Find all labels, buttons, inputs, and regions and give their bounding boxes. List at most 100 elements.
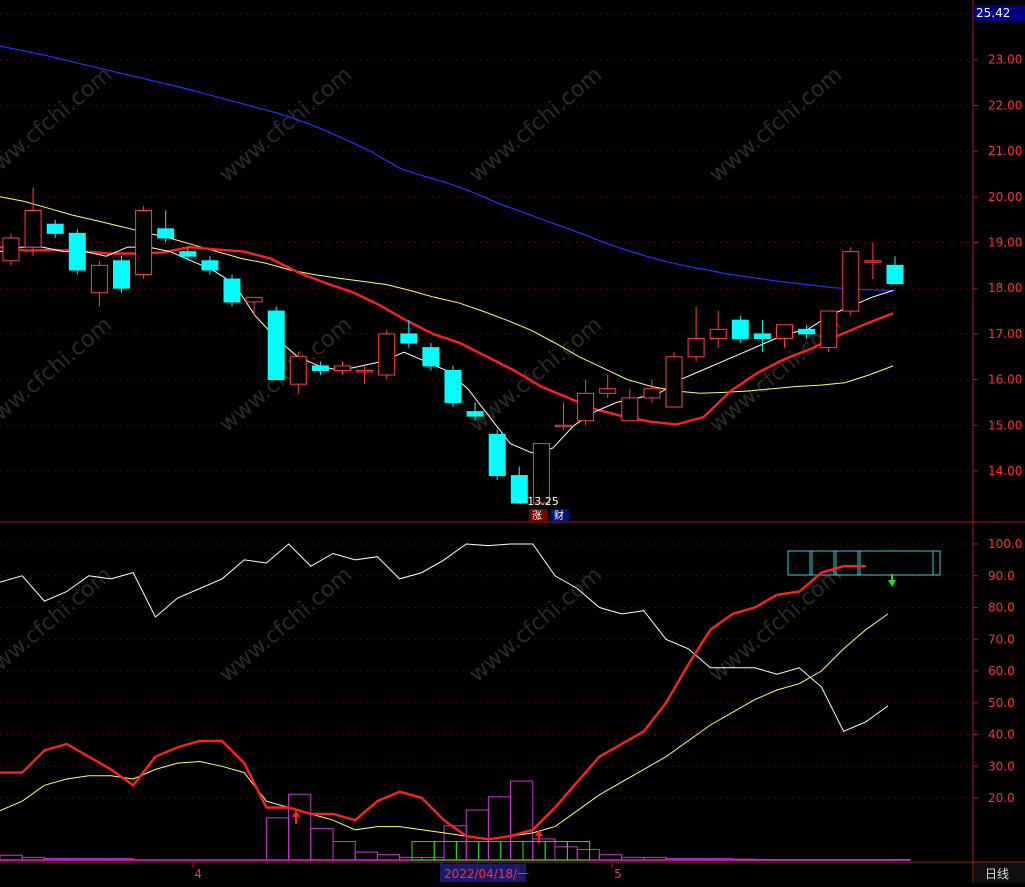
histogram-bar [288,793,312,861]
candle[interactable] [466,402,484,421]
candle[interactable] [444,365,462,408]
candle[interactable] [776,324,793,348]
top-price-box [973,5,1025,21]
candle[interactable] [864,242,882,280]
candle[interactable] [731,315,749,344]
indicator-tick-label: 40.0 [988,728,1015,742]
candle[interactable] [223,274,241,307]
candle-body [245,296,263,303]
candle-body [334,365,351,371]
candle-body [776,324,793,339]
watermark-text: www.cfchi.com [0,312,117,437]
histogram-green-bar [500,841,524,861]
candle[interactable] [400,320,418,348]
indicator-yellow-line [0,613,889,840]
candle-body [599,388,617,394]
histogram-bar [265,817,290,861]
candle[interactable] [135,205,153,280]
candle-body [135,210,153,275]
candle-body [2,237,20,262]
candle[interactable] [157,210,175,243]
candle[interactable] [356,365,374,385]
candle-body [842,251,860,312]
candle[interactable] [665,352,683,408]
candle[interactable] [621,388,639,422]
candle[interactable] [532,443,550,506]
indicator-tick-label: 100.0 [988,537,1022,551]
badge-cai: 财 [554,509,564,522]
buy-signal-arrow [292,810,300,824]
candle-body [643,388,661,399]
candle-body [510,475,528,504]
candle[interactable] [709,311,727,348]
price-tick-label: 22.00 [988,98,1022,112]
top-price-label: 25.42 [976,6,1010,20]
candle[interactable] [334,361,351,376]
histogram-bar [332,841,356,861]
candle-body [820,310,838,349]
candle-body [90,264,108,294]
candle[interactable] [113,256,130,293]
candle-body [687,337,705,358]
indicator-tick-label: 90.0 [988,569,1015,583]
histogram-bar [576,848,600,861]
candlesticks[interactable] [2,187,904,506]
candle[interactable] [267,306,285,381]
candle[interactable] [24,187,42,257]
signal-box-cell [859,550,941,576]
buy-signal-arrow [535,829,543,843]
candle-body [400,333,418,344]
candle[interactable] [510,466,528,504]
candle[interactable] [201,256,219,275]
candle[interactable] [820,310,838,353]
candle[interactable] [753,320,771,353]
price-tick-label: 15.00 [988,418,1022,432]
candle[interactable] [842,247,860,316]
candle[interactable] [245,296,263,316]
candle[interactable] [886,256,904,285]
candle[interactable] [90,260,108,307]
histogram-bar [443,825,467,861]
ma-yellow-line [0,196,894,394]
histogram-green-bar [544,841,568,861]
candle[interactable] [599,375,617,398]
indicator-tick-label: 30.0 [988,759,1015,773]
candle[interactable] [687,306,705,362]
price-axis: 24.0023.0022.0021.0020.0019.0018.0017.00… [973,7,1022,478]
candle[interactable] [555,402,572,430]
candle-body [886,264,904,285]
candle-body [356,369,374,373]
histogram-green-bar [522,841,546,861]
candle-body [621,397,639,422]
candle-body [289,356,307,385]
candle[interactable] [179,247,197,261]
price-tick-label: 23.00 [988,53,1022,67]
candle[interactable] [798,324,816,339]
candle[interactable] [643,379,661,403]
histogram-green-bar [455,841,480,861]
candle[interactable] [289,352,307,394]
period-box[interactable] [974,863,1025,883]
watermark-text: www.cfchi.com [0,562,117,687]
indicator-tick-label: 80.0 [988,601,1015,615]
x-tick-label: 5 [614,867,622,881]
candle-body [113,260,130,289]
candle[interactable] [488,429,506,481]
histogram-bar [598,854,623,861]
candle[interactable] [46,219,64,238]
candle-body [46,223,64,234]
candle-body [555,424,572,428]
candle[interactable] [68,228,86,275]
candle[interactable] [378,329,396,380]
indicator-tick-label: 20.0 [988,791,1015,805]
badge-zhang-bg [529,509,547,521]
candle[interactable] [2,233,20,266]
candle[interactable] [422,343,440,371]
candle[interactable] [577,379,595,426]
candle[interactable] [311,361,329,376]
period-label[interactable]: 日线 [985,867,1009,881]
candle-body [532,443,550,504]
watermark-text: www.cfchi.com [0,62,117,187]
